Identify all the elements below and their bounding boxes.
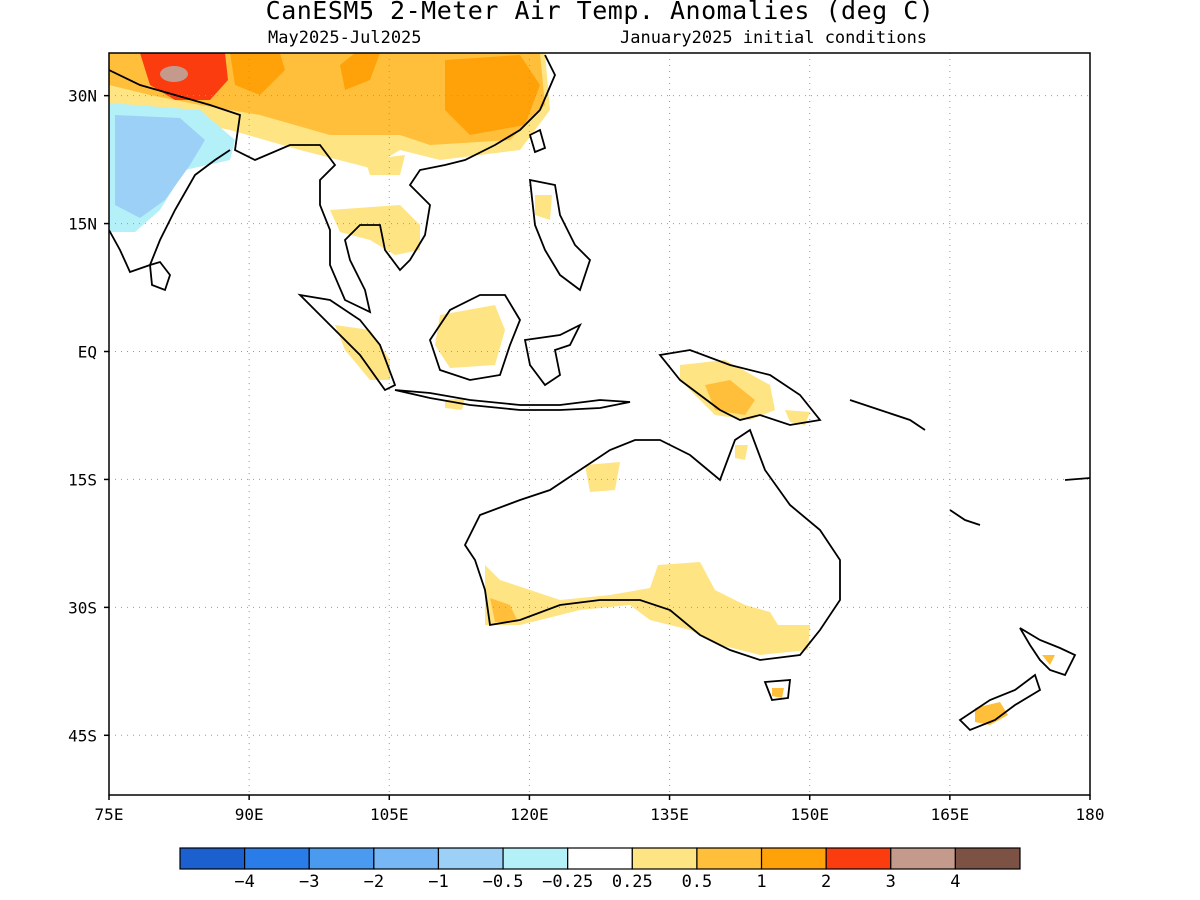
coastline-india-west: [109, 149, 231, 274]
forecast-period: May2025-Jul2025: [268, 28, 422, 48]
anomaly-area-asia-hot: [230, 53, 285, 95]
lat-tick-label: 45S: [68, 726, 97, 745]
anomaly-area-indochina: [330, 205, 420, 255]
colorbar-label: −4: [234, 872, 254, 892]
lon-tick-label: 120E: [510, 805, 549, 824]
colorbar-swatch: [825, 847, 892, 870]
coastline-philippines: [528, 178, 592, 292]
lon-tick-label: 75E: [95, 805, 124, 824]
latitude-tick-labels: 30N 15N EQ 15S 30S 45S: [68, 87, 109, 745]
lon-tick-label: 165E: [931, 805, 970, 824]
anomaly-area-nz-north: [1042, 655, 1055, 665]
lon-tick-label: 150E: [790, 805, 829, 824]
colorbar-swatch: [502, 847, 569, 870]
anomaly-area-papua-east: [785, 410, 810, 425]
anomaly-area-top-end: [585, 462, 620, 492]
lon-tick-label: 105E: [370, 805, 409, 824]
coastline-new-zealand-north: [1019, 627, 1077, 677]
coastline-sulawesi: [523, 322, 583, 387]
anomaly-area-borneo: [435, 305, 505, 368]
anomaly-area-cape-york: [735, 445, 748, 460]
anomaly-shading: [109, 53, 1055, 725]
colorbar-label: 3: [886, 872, 896, 892]
anomaly-area-nz-south: [975, 702, 1008, 725]
coastlines: [109, 54, 1090, 732]
coastline-borneo: [429, 294, 522, 381]
colorbar-swatch: [760, 847, 827, 870]
colorbar: −4 −3 −2 −1 −0.5 −0.25 0.25 0.5 1 2 3 4: [179, 847, 1021, 892]
colorbar-label: 4: [950, 872, 960, 892]
colorbar-label: −0.5: [483, 872, 524, 892]
plot-frame: [108, 52, 1091, 796]
colorbar-swatch: [631, 847, 698, 870]
colorbar-label: 1: [756, 872, 766, 892]
coastline-vanuatu: [949, 509, 981, 526]
colorbar-label: −2: [364, 872, 384, 892]
colorbar-swatch: [244, 847, 310, 870]
anomaly-area-tibet-warm: [340, 53, 380, 90]
map-title: CanESM5 2-Meter Air Temp. Anomalies (deg…: [265, 0, 935, 25]
coastline-sumatra: [297, 293, 397, 392]
anomaly-area-china-hot: [445, 55, 540, 135]
colorbar-label: −0.25: [542, 872, 593, 892]
anomaly-area-south-china: [365, 155, 405, 175]
colorbar-swatch: [954, 847, 1021, 870]
coastline-new-zealand-south: [958, 673, 1042, 732]
anomaly-area-philippines: [535, 195, 552, 220]
lat-tick-label: 30S: [68, 598, 97, 617]
lat-tick-label: 30N: [68, 87, 97, 106]
anomaly-area-sw-australia-warm: [490, 598, 518, 622]
lon-tick-label: 180: [1076, 805, 1105, 824]
colorbar-swatch: [373, 847, 440, 870]
anomaly-area-new-guinea-warm: [705, 380, 755, 415]
coastline-new-guinea: [658, 349, 822, 426]
anomaly-area-south-australia: [485, 562, 810, 655]
lon-tick-label: 90E: [235, 805, 264, 824]
anomaly-area-sumatra: [335, 325, 390, 380]
coastline-fiji: [1064, 477, 1090, 481]
colorbar-label: −3: [299, 872, 319, 892]
colorbar-label: 0.25: [612, 872, 653, 892]
coastline-taiwan: [528, 128, 547, 154]
colorbar-label: −1: [428, 872, 448, 892]
coastline-java: [394, 389, 631, 411]
lat-tick-label: 15S: [68, 470, 97, 489]
coastline-sri-lanka: [149, 260, 172, 292]
initial-conditions: January2025 initial conditions: [620, 28, 928, 48]
coastline-australia: [463, 428, 841, 661]
colorbar-swatch: [437, 847, 504, 870]
colorbar-swatch: [696, 847, 763, 870]
colorbar-swatch: [179, 847, 246, 870]
coastline-asia-india: [109, 54, 556, 314]
lat-tick-label: 15N: [68, 215, 97, 234]
colorbar-swatch: [308, 847, 375, 870]
colorbar-swatch: [890, 847, 956, 870]
anomaly-area-tibet-max: [160, 66, 188, 82]
anomaly-area-tasmania: [772, 688, 784, 698]
graticule: [109, 53, 1090, 795]
lon-tick-label: 135E: [650, 805, 689, 824]
colorbar-swatch: [567, 847, 633, 870]
lat-tick-label: EQ: [78, 343, 97, 362]
colorbar-label: 0.5: [682, 872, 713, 892]
colorbar-label: 2: [821, 872, 831, 892]
coastline-solomon-islands: [849, 399, 926, 431]
anomaly-area-india-cool: [115, 115, 205, 218]
coastline-tasmania: [763, 679, 792, 701]
longitude-tick-labels: 75E 90E 105E 120E 135E 150E 165E 180: [95, 795, 1105, 824]
